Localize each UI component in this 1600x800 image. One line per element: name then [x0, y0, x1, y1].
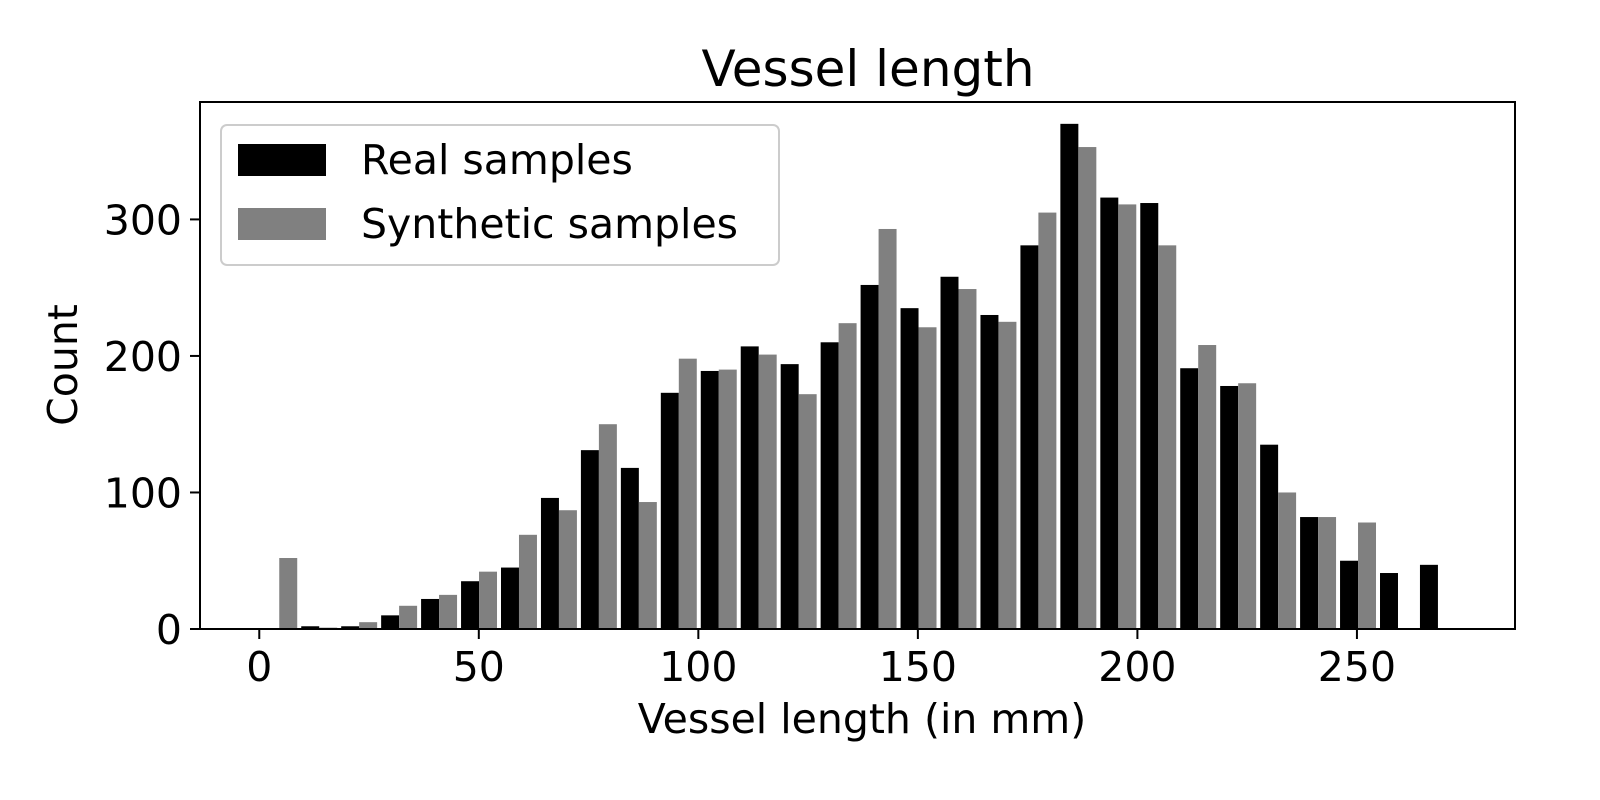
bar-synthetic-20: [1078, 147, 1097, 630]
bar-real-12: [740, 346, 759, 629]
bar-real-8: [580, 450, 599, 629]
bar-real-2: [341, 626, 360, 629]
bar-real-27: [1340, 560, 1359, 629]
legend-label-synthetic: Synthetic samples: [361, 200, 738, 248]
bar-real-24: [1220, 385, 1239, 629]
x-tick-label: 150: [879, 643, 957, 691]
bar-real-14: [820, 342, 839, 629]
bar-real-9: [620, 467, 639, 629]
bar-synthetic-8: [598, 424, 617, 629]
bar-real-19: [1020, 245, 1039, 629]
x-axis-label: Vessel length (in mm): [638, 695, 1086, 743]
bars-group: [279, 123, 1438, 630]
bar-real-29: [1419, 564, 1438, 629]
bar-synthetic-3: [399, 605, 418, 629]
bar-real-7: [540, 497, 559, 629]
x-tick-label: 50: [453, 643, 505, 691]
bar-synthetic-12: [758, 354, 777, 629]
bar-synthetic-16: [918, 327, 937, 629]
bar-synthetic-14: [838, 323, 857, 629]
bar-real-16: [900, 308, 919, 629]
bar-synthetic-19: [1038, 212, 1057, 629]
bar-synthetic-23: [1198, 345, 1217, 629]
bar-real-23: [1180, 368, 1199, 629]
bar-synthetic-22: [1158, 245, 1177, 629]
bar-real-13: [780, 364, 799, 629]
bar-real-3: [381, 615, 400, 629]
bar-synthetic-18: [998, 321, 1017, 629]
y-tick-label: 200: [104, 333, 182, 381]
bar-real-17: [940, 276, 959, 629]
bar-synthetic-27: [1358, 522, 1377, 629]
legend-swatch-synthetic: [238, 208, 326, 240]
legend-swatch-real: [238, 144, 326, 176]
bar-real-5: [461, 581, 480, 629]
legend-box: [220, 124, 780, 266]
bar-real-1: [301, 626, 320, 629]
bar-synthetic-2: [359, 622, 378, 629]
legend: Real samples Synthetic samples: [220, 124, 780, 266]
x-axis: 0 50 100 150 200 250: [246, 629, 1396, 691]
bar-real-21: [1100, 197, 1119, 629]
y-axis-label: Count: [39, 304, 87, 426]
legend-label-real: Real samples: [361, 136, 633, 184]
bar-real-18: [980, 314, 999, 629]
bar-real-20: [1060, 123, 1079, 629]
bar-real-6: [501, 567, 519, 629]
bar-real-11: [700, 370, 719, 629]
bar-synthetic-6: [518, 534, 537, 629]
bar-synthetic-15: [878, 228, 897, 629]
bar-synthetic-24: [1238, 383, 1257, 629]
plot-area-frame: [199, 101, 1516, 630]
bar-synthetic-26: [1318, 517, 1337, 629]
bar-synthetic-13: [798, 394, 817, 629]
bar-synthetic-11: [718, 369, 737, 629]
bar-real-26: [1300, 517, 1319, 629]
y-tick-label: 300: [104, 196, 182, 244]
y-tick-label: 100: [104, 469, 182, 517]
bar-synthetic-21: [1118, 204, 1137, 629]
bar-real-25: [1260, 444, 1279, 629]
bar-synthetic-7: [558, 510, 577, 629]
bar-synthetic-9: [638, 502, 657, 629]
bar-real-15: [860, 284, 879, 629]
bar-synthetic-25: [1278, 492, 1297, 629]
chart-title: Vessel length: [701, 40, 1034, 98]
y-tick-label: 0: [156, 606, 182, 654]
x-tick-label: 100: [659, 643, 737, 691]
bar-synthetic-0: [279, 558, 298, 629]
bar-synthetic-5: [479, 571, 498, 629]
bar-synthetic-17: [958, 289, 977, 629]
bar-real-4: [421, 598, 440, 629]
bar-real-22: [1140, 203, 1159, 629]
x-tick-label: 250: [1318, 643, 1396, 691]
x-tick-label: 0: [246, 643, 272, 691]
y-axis: 0 100 200 300: [104, 196, 200, 654]
bar-synthetic-10: [678, 358, 697, 629]
bar-synthetic-4: [439, 594, 458, 629]
bar-real-10: [660, 392, 679, 629]
x-tick-label: 200: [1098, 643, 1176, 691]
bar-real-28: [1380, 573, 1398, 629]
